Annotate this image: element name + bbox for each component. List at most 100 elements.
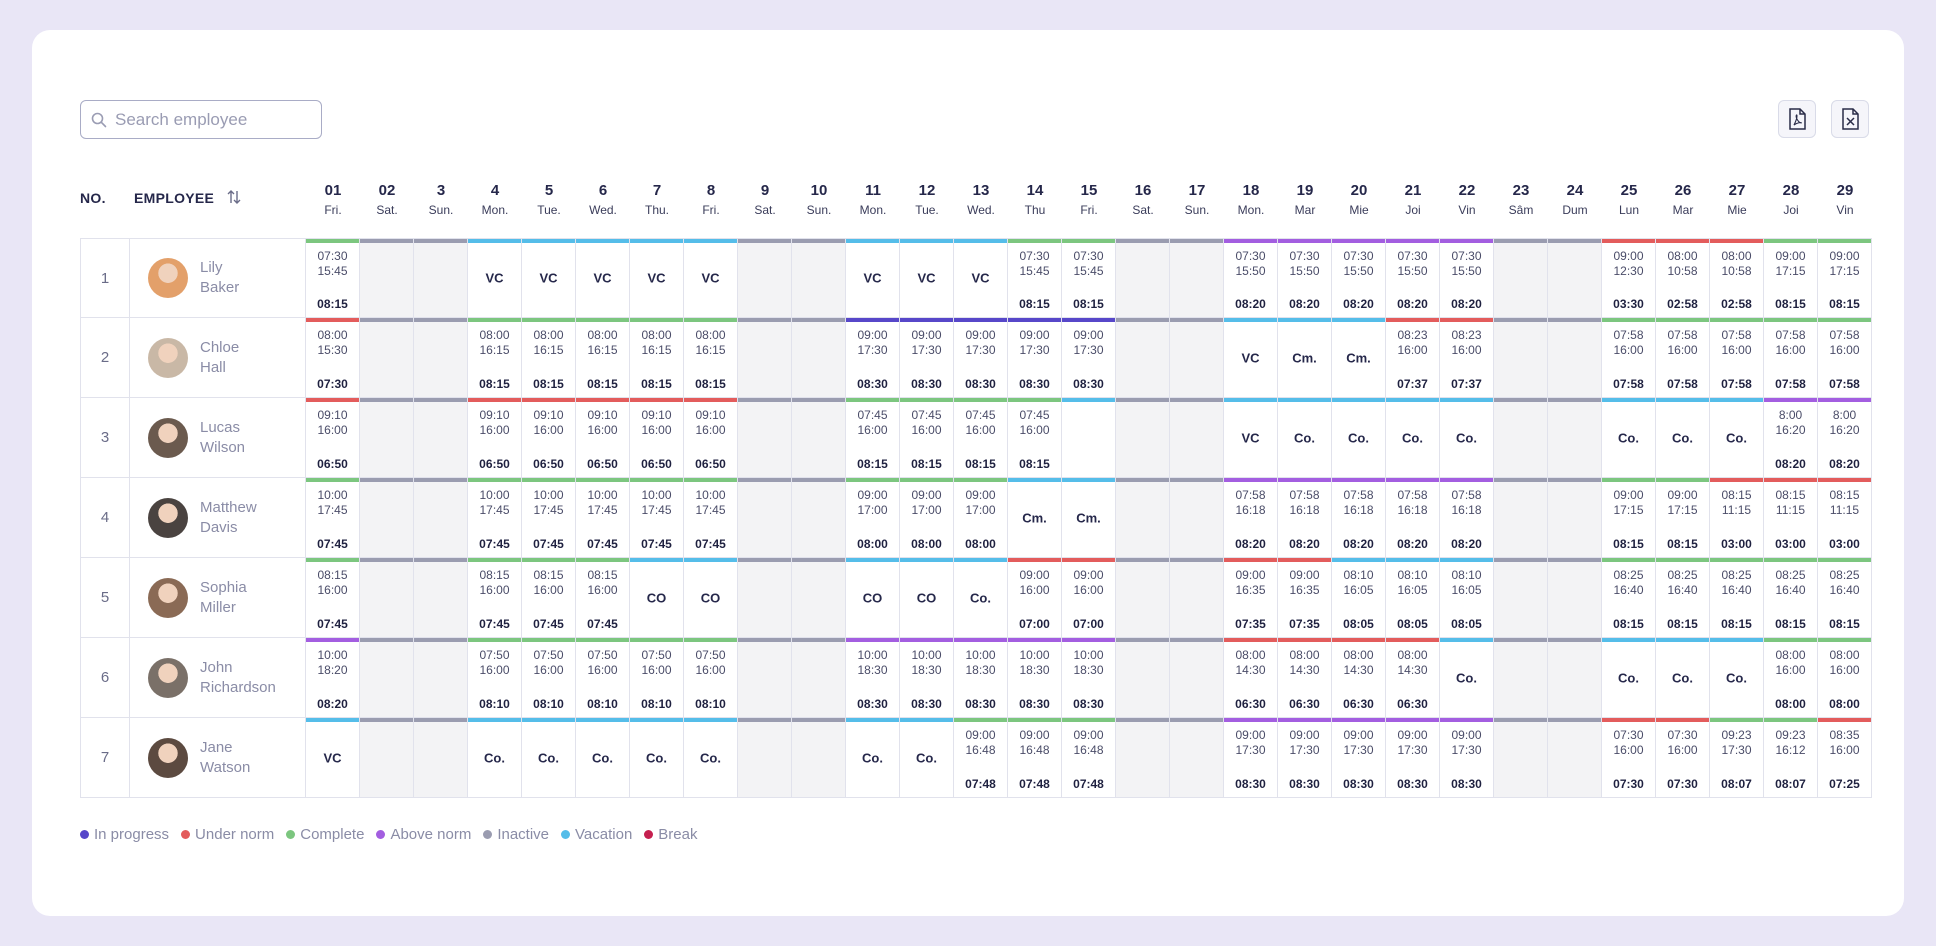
day-cell[interactable]: Co. <box>684 718 738 798</box>
day-cell[interactable]: 09:00 17:30 08:30 <box>846 318 900 398</box>
day-cell[interactable]: 08:00 10:58 02:58 <box>1656 238 1710 318</box>
day-cell[interactable]: Co. <box>1656 638 1710 718</box>
day-cell[interactable]: 08:00 14:30 06:30 <box>1386 638 1440 718</box>
day-cell[interactable]: 10:00 18:30 08:30 <box>846 638 900 718</box>
day-cell[interactable]: 07:30 15:50 08:20 <box>1440 238 1494 318</box>
day-cell[interactable]: 09:00 17:30 08:30 <box>1062 318 1116 398</box>
day-cell[interactable]: 08:15 11:15 03:00 <box>1818 478 1872 558</box>
day-cell[interactable]: 07:30 15:50 08:20 <box>1332 238 1386 318</box>
day-cell[interactable]: 09:00 16:48 07:48 <box>1062 718 1116 798</box>
employee-cell[interactable]: Chloe Hall <box>130 318 306 398</box>
employee-cell[interactable]: John Richardson <box>130 638 306 718</box>
day-cell[interactable]: 07:58 16:18 08:20 <box>1278 478 1332 558</box>
day-cell[interactable]: 10:00 17:45 07:45 <box>630 478 684 558</box>
day-cell[interactable]: 10:00 17:45 07:45 <box>576 478 630 558</box>
day-cell[interactable]: 09:00 17:30 08:30 <box>954 318 1008 398</box>
day-cell[interactable]: 07:58 16:00 07:58 <box>1710 318 1764 398</box>
day-cell[interactable]: 09:10 16:00 06:50 <box>522 398 576 478</box>
day-cell[interactable]: Co. <box>1278 398 1332 478</box>
day-cell[interactable]: 09:00 16:35 07:35 <box>1224 558 1278 638</box>
day-cell[interactable]: 09:10 16:00 06:50 <box>576 398 630 478</box>
day-cell[interactable]: Cm. <box>1332 318 1386 398</box>
day-cell[interactable]: 08:10 16:05 08:05 <box>1386 558 1440 638</box>
day-cell[interactable]: 07:50 16:00 08:10 <box>576 638 630 718</box>
day-cell[interactable]: 09:10 16:00 06:50 <box>468 398 522 478</box>
day-cell[interactable]: 10:00 17:45 07:45 <box>306 478 360 558</box>
day-cell[interactable]: 09:00 17:30 08:30 <box>1332 718 1386 798</box>
search-box[interactable] <box>80 100 322 139</box>
day-cell[interactable]: 09:00 17:00 08:00 <box>954 478 1008 558</box>
day-cell[interactable]: CO <box>684 558 738 638</box>
day-cell[interactable]: 09:00 16:48 07:48 <box>954 718 1008 798</box>
day-cell[interactable]: 8:00 16:20 08:20 <box>1818 398 1872 478</box>
day-cell[interactable]: Co. <box>954 558 1008 638</box>
day-cell[interactable]: 10:00 18:30 08:30 <box>954 638 1008 718</box>
day-cell[interactable]: 10:00 18:30 08:30 <box>1062 638 1116 718</box>
day-cell[interactable]: Co. <box>1386 398 1440 478</box>
day-cell[interactable]: 08:25 16:40 08:15 <box>1764 558 1818 638</box>
day-cell[interactable]: VC <box>684 238 738 318</box>
day-cell[interactable]: 07:58 16:18 08:20 <box>1224 478 1278 558</box>
day-cell[interactable]: 07:30 15:45 08:15 <box>1008 238 1062 318</box>
day-cell[interactable]: 08:00 16:15 08:15 <box>630 318 684 398</box>
day-cell[interactable]: Co. <box>1440 638 1494 718</box>
day-cell[interactable]: Co. <box>630 718 684 798</box>
day-cell[interactable]: VC <box>846 238 900 318</box>
search-input[interactable] <box>115 109 305 130</box>
day-cell[interactable]: 10:00 17:45 07:45 <box>468 478 522 558</box>
day-cell[interactable]: 07:50 16:00 08:10 <box>684 638 738 718</box>
day-cell[interactable]: 08:00 16:15 08:15 <box>522 318 576 398</box>
day-cell[interactable]: 08:15 16:00 07:45 <box>468 558 522 638</box>
day-cell[interactable]: 09:10 16:00 06:50 <box>684 398 738 478</box>
day-cell[interactable]: 09:23 16:12 08:07 <box>1764 718 1818 798</box>
day-cell[interactable]: 09:00 17:30 08:30 <box>1008 318 1062 398</box>
day-cell[interactable]: Co. <box>1602 638 1656 718</box>
day-cell[interactable]: Co. <box>468 718 522 798</box>
day-cell[interactable]: Co. <box>1710 398 1764 478</box>
day-cell[interactable]: 09:00 16:35 07:35 <box>1278 558 1332 638</box>
day-cell[interactable]: 09:00 17:30 08:30 <box>1440 718 1494 798</box>
day-cell[interactable]: 08:00 16:00 08:00 <box>1764 638 1818 718</box>
day-cell[interactable]: 08:25 16:40 08:15 <box>1602 558 1656 638</box>
day-cell[interactable]: Co. <box>576 718 630 798</box>
day-cell[interactable]: 08:10 16:05 08:05 <box>1440 558 1494 638</box>
day-cell[interactable]: 09:00 17:15 08:15 <box>1764 238 1818 318</box>
sort-icon[interactable] <box>226 189 242 205</box>
employee-cell[interactable]: Matthew Davis <box>130 478 306 558</box>
day-cell[interactable]: Co. <box>1332 398 1386 478</box>
day-cell[interactable]: 10:00 18:30 08:30 <box>1008 638 1062 718</box>
day-cell[interactable]: 07:58 16:18 08:20 <box>1440 478 1494 558</box>
day-cell[interactable]: 09:00 17:00 08:00 <box>846 478 900 558</box>
day-cell[interactable]: 07:58 16:00 07:58 <box>1602 318 1656 398</box>
day-cell[interactable]: 07:30 15:50 08:20 <box>1224 238 1278 318</box>
day-cell[interactable]: 09:00 16:00 07:00 <box>1008 558 1062 638</box>
day-cell[interactable]: 07:45 16:00 08:15 <box>900 398 954 478</box>
day-cell[interactable]: Co. <box>1710 638 1764 718</box>
day-cell[interactable]: 07:45 16:00 08:15 <box>1008 398 1062 478</box>
day-cell[interactable]: VC <box>630 238 684 318</box>
day-cell[interactable]: 09:00 17:00 08:00 <box>900 478 954 558</box>
day-cell[interactable]: 07:50 16:00 08:10 <box>522 638 576 718</box>
day-cell[interactable]: 08:00 15:30 07:30 <box>306 318 360 398</box>
day-cell[interactable]: 09:00 17:30 08:30 <box>1386 718 1440 798</box>
day-cell[interactable]: 07:58 16:18 08:20 <box>1386 478 1440 558</box>
day-cell[interactable]: Co. <box>900 718 954 798</box>
day-cell[interactable]: 09:00 17:15 08:15 <box>1656 478 1710 558</box>
export-excel-button[interactable] <box>1831 100 1869 138</box>
day-cell[interactable]: 07:45 16:00 08:15 <box>954 398 1008 478</box>
day-cell[interactable]: Cm. <box>1008 478 1062 558</box>
day-cell[interactable]: 08:10 16:05 08:05 <box>1332 558 1386 638</box>
day-cell[interactable]: 07:58 16:00 07:58 <box>1656 318 1710 398</box>
day-cell[interactable]: Co. <box>1656 398 1710 478</box>
employee-cell[interactable]: Lucas Wilson <box>130 398 306 478</box>
day-cell[interactable]: Co. <box>1602 398 1656 478</box>
day-cell[interactable]: 07:30 16:00 07:30 <box>1656 718 1710 798</box>
day-cell[interactable]: 07:58 16:00 07:58 <box>1764 318 1818 398</box>
day-cell[interactable]: 07:30 15:50 08:20 <box>1278 238 1332 318</box>
day-cell[interactable]: 09:23 17:30 08:07 <box>1710 718 1764 798</box>
day-cell[interactable]: 09:00 17:30 08:30 <box>900 318 954 398</box>
day-cell[interactable]: 08:25 16:40 08:15 <box>1710 558 1764 638</box>
day-cell[interactable]: 09:00 16:48 07:48 <box>1008 718 1062 798</box>
day-cell[interactable]: 07:50 16:00 08:10 <box>630 638 684 718</box>
day-cell[interactable]: 08:23 16:00 07:37 <box>1440 318 1494 398</box>
